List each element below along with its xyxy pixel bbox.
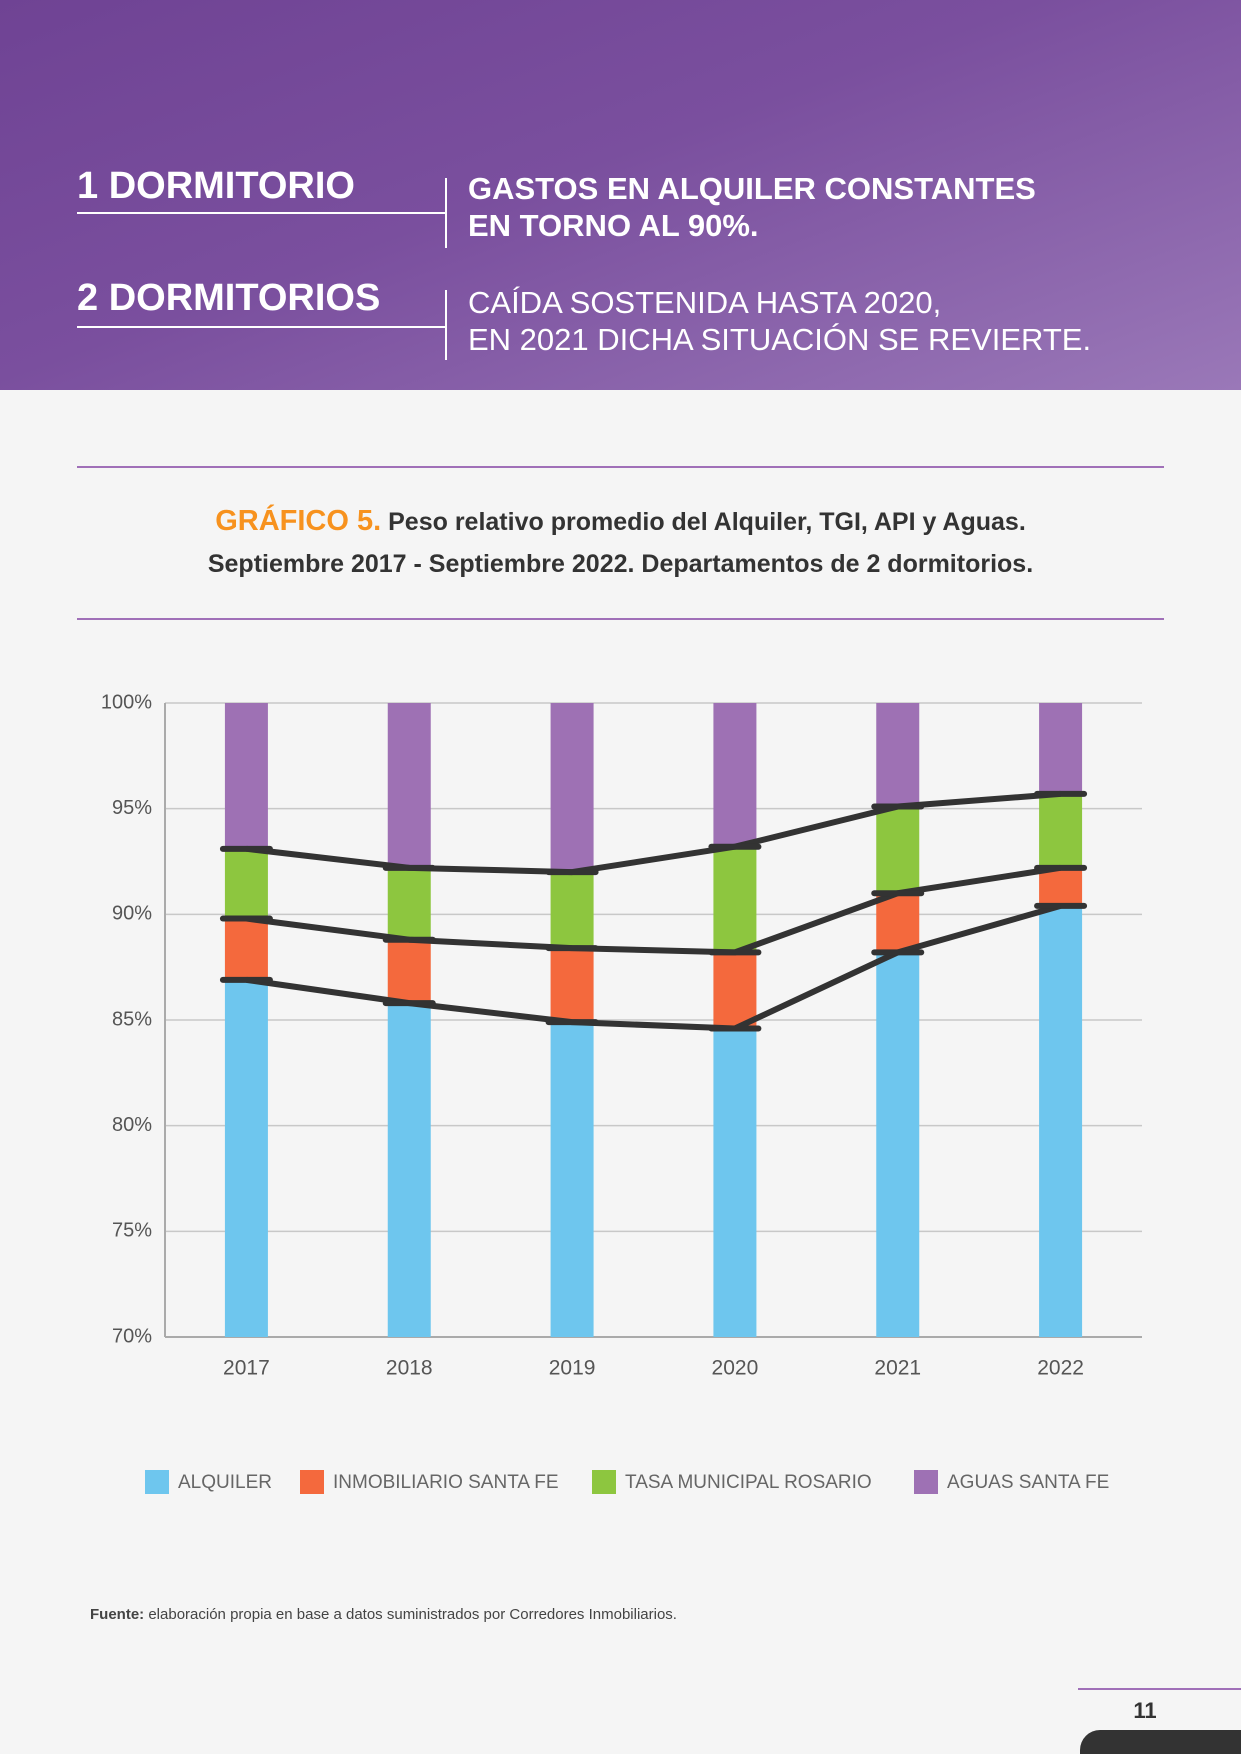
boundary-line [245, 902, 1062, 1032]
source: Fuente: elaboración propia en base a dat… [90, 1606, 677, 1623]
legend-swatch [300, 1470, 324, 1494]
bar-segment [224, 848, 268, 919]
bar-segment [550, 1022, 594, 1337]
header-line: GASTOS EN ALQUILER CONSTANTES [468, 171, 1036, 206]
bar-segment [387, 939, 431, 1004]
bar-segment [1039, 867, 1083, 906]
bar-segment [1039, 793, 1083, 868]
legend-swatch [914, 1470, 938, 1494]
source-text: elaboración propia en base a datos sumin… [148, 1606, 677, 1623]
title: Peso relativo promedio del Alquiler, TGI… [388, 508, 1026, 536]
page-number: 11 [1133, 1698, 1157, 1723]
bar-segment [876, 893, 920, 953]
bar-segment [387, 1003, 431, 1337]
y-tick-label: 80% [112, 1114, 152, 1136]
x-tick-label: 2022 [1037, 1357, 1084, 1380]
header-label: 1 DORMITORIO [77, 165, 355, 207]
header-text: GASTOS EN ALQUILER CONSTANTES EN TORNO A… [468, 170, 1036, 244]
bar-segment [550, 703, 594, 873]
bar-segment [713, 952, 757, 1029]
divider [445, 290, 447, 360]
x-tick-label: 2021 [874, 1357, 921, 1380]
source-label: Fuente: [90, 1606, 145, 1623]
bar-segment [1039, 703, 1083, 794]
y-tick-label: 75% [112, 1220, 152, 1242]
bar-segment [387, 703, 431, 868]
boundary-line [246, 864, 1062, 956]
rule [1078, 1688, 1241, 1690]
bar-segment [224, 979, 268, 1337]
bar-segment [876, 952, 920, 1337]
y-tick-label: 70% [112, 1325, 152, 1347]
bar-segment [713, 703, 757, 847]
bar-segment [224, 703, 268, 849]
title-line: GRÁFICO 5. Peso relativo promedio del Al… [77, 500, 1164, 543]
rule [77, 466, 1164, 468]
x-tick-label: 2018 [386, 1357, 433, 1380]
header-label: 2 DORMITORIOS [77, 277, 381, 319]
subtitle: Septiembre 2017 - Septiembre 2022. Depar… [207, 550, 1034, 578]
bar-segment [713, 1028, 757, 1337]
legend-label: AGUAS SANTA FE [947, 1472, 1109, 1493]
legend-swatch [592, 1470, 616, 1494]
bar-segment [550, 872, 594, 949]
legend-label: ALQUILER [178, 1472, 272, 1493]
chart-title: GRÁFICO 5. Peso relativo promedio del Al… [77, 500, 1164, 585]
rule [77, 618, 1164, 620]
underline [77, 212, 447, 214]
y-tick-label: 95% [112, 797, 152, 819]
divider [445, 178, 447, 248]
legend-label: TASA MUNICIPAL ROSARIO [625, 1472, 872, 1493]
header: 1 DORMITORIO GASTOS EN ALQUILER CONSTANT… [0, 0, 1241, 390]
header-text: CAÍDA SOSTENIDA HASTA 2020, EN 2021 DICH… [468, 284, 1091, 358]
bar-segment [876, 703, 920, 807]
bar-segment [224, 918, 268, 980]
x-tick-label: 2020 [712, 1357, 759, 1380]
y-tick-label: 90% [112, 903, 152, 925]
bar-segment [713, 846, 757, 953]
legend-label: INMOBILIARIO SANTA FE [333, 1472, 559, 1493]
y-tick-label: 100% [101, 691, 152, 713]
underline [77, 326, 447, 328]
y-tick-label: 85% [112, 1008, 152, 1030]
header-line: CAÍDA SOSTENIDA HASTA 2020, [468, 285, 942, 320]
header-line: EN 2021 DICHA SITUACIÓN SE REVIERTE. [468, 322, 1092, 357]
bar-segment [876, 806, 920, 894]
tab [1080, 1730, 1241, 1754]
header-line: EN TORNO AL 90%. [468, 208, 759, 243]
boundary-line [246, 790, 1061, 876]
x-tick-label: 2017 [223, 1357, 270, 1380]
title-label: GRÁFICO 5. [215, 505, 382, 537]
legend-swatch [145, 1470, 169, 1494]
bar-segment [550, 948, 594, 1023]
bar-segment [1039, 905, 1083, 1337]
x-tick-label: 2019 [549, 1357, 596, 1380]
bar-segment [387, 867, 431, 940]
